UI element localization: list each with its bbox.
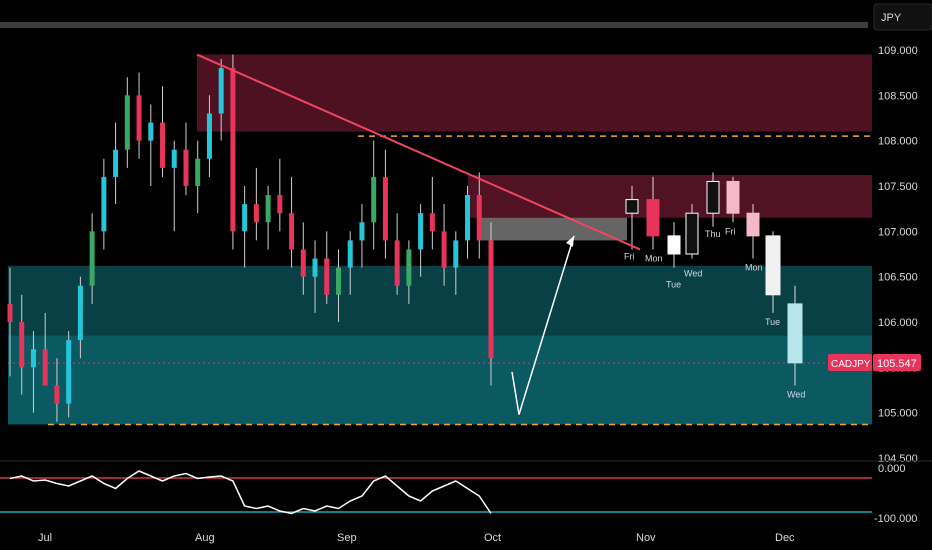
candle[interactable] (66, 340, 72, 404)
candle[interactable] (230, 68, 236, 232)
price-tick: 108.000 (878, 136, 918, 148)
day-label: Tue (666, 280, 681, 290)
candle[interactable] (42, 349, 48, 386)
symbol-tag (828, 354, 872, 371)
price-tick: 106.000 (878, 317, 918, 329)
time-tick: Sep (337, 532, 357, 544)
candle[interactable] (124, 95, 130, 150)
projected-candle[interactable] (787, 303, 803, 364)
price-tick: 107.500 (878, 181, 918, 193)
candle[interactable] (253, 204, 259, 223)
candle[interactable] (77, 285, 83, 341)
time-tick: Nov (636, 532, 656, 544)
candle[interactable] (418, 213, 424, 250)
symbol-label: CADJPY (831, 359, 871, 370)
candle[interactable] (335, 267, 341, 295)
candle[interactable] (160, 122, 166, 168)
candle[interactable] (347, 240, 353, 268)
candle[interactable] (406, 249, 412, 286)
time-tick: Jul (38, 532, 52, 544)
candle[interactable] (371, 176, 377, 223)
day-label: Fri (725, 226, 736, 236)
candle[interactable] (101, 176, 107, 232)
price-tick: 108.500 (878, 90, 918, 102)
candle[interactable] (206, 113, 212, 159)
time-tick: Aug (195, 532, 215, 544)
rsi-line (9, 470, 492, 515)
candle[interactable] (476, 195, 482, 241)
candle[interactable] (113, 149, 119, 177)
candle[interactable] (324, 258, 330, 295)
rsi-lower-label: -100.000 (874, 513, 917, 525)
time-tick: Dec (775, 532, 795, 544)
projected-candle[interactable] (685, 212, 699, 255)
time-tick: Oct (484, 532, 501, 544)
price-tick: 107.000 (878, 226, 918, 238)
day-label: Wed (684, 269, 702, 279)
projected-candle[interactable] (625, 199, 639, 214)
candle[interactable] (289, 213, 295, 250)
rsi-upper-label: 0.000 (878, 463, 906, 475)
candle[interactable] (30, 349, 36, 368)
candle[interactable] (312, 258, 318, 277)
candle[interactable] (183, 149, 189, 186)
last-price-tag (873, 354, 921, 371)
day-label: Wed (787, 389, 805, 399)
candle[interactable] (300, 249, 306, 277)
projected-candle[interactable] (706, 180, 720, 214)
candle[interactable] (7, 303, 13, 322)
projected-candle[interactable] (746, 212, 760, 237)
candle[interactable] (89, 231, 95, 286)
day-label: Mon (745, 263, 763, 273)
candle[interactable] (218, 68, 224, 114)
currency-badge[interactable] (873, 3, 932, 31)
candle[interactable] (148, 122, 154, 141)
projection-arrow[interactable] (511, 235, 575, 415)
candle[interactable] (382, 176, 388, 241)
price-tick: 105.000 (878, 408, 918, 420)
target-box (477, 217, 627, 241)
candle[interactable] (277, 195, 283, 214)
demand-zone-inner (8, 335, 872, 425)
candle[interactable] (195, 158, 201, 186)
time-axis[interactable]: Jul Aug Sep Oct Nov Dec (38, 532, 795, 544)
price-tick: 104.500 (878, 453, 918, 465)
candle[interactable] (171, 149, 177, 168)
candle[interactable] (441, 231, 447, 268)
projected-candle[interactable] (765, 235, 781, 296)
candle[interactable] (453, 240, 459, 268)
candle[interactable] (265, 195, 271, 223)
candle[interactable] (242, 204, 248, 232)
price-tick: 109.000 (878, 45, 918, 57)
price-tick: 106.500 (878, 272, 918, 284)
currency-label: JPY (881, 12, 902, 24)
trendline[interactable] (196, 53, 641, 251)
candle[interactable] (359, 222, 365, 241)
last-price-label: 105.547 (877, 358, 917, 370)
price-axis[interactable]: 109.000 108.500 108.000 107.500 107.000 106.5… (878, 45, 918, 465)
day-label: Mon (645, 253, 663, 263)
projected-candle[interactable] (646, 199, 660, 237)
candle[interactable] (429, 213, 435, 232)
candles-group (7, 54, 494, 422)
candle[interactable] (54, 385, 60, 404)
projected-candle[interactable] (667, 235, 681, 255)
projected-candle[interactable] (726, 180, 740, 214)
day-label: Fri (624, 251, 635, 261)
candle[interactable] (19, 322, 25, 368)
top-toolbar-bar (0, 22, 868, 28)
day-label: Thu (705, 229, 721, 239)
supply-zone (197, 54, 872, 132)
candle[interactable] (136, 95, 142, 141)
day-label: Tue (765, 317, 780, 327)
arrow-head (566, 235, 574, 247)
candle[interactable] (488, 240, 494, 359)
resistance-zone (468, 175, 872, 218)
candle[interactable] (394, 240, 400, 286)
candle[interactable] (465, 195, 471, 241)
